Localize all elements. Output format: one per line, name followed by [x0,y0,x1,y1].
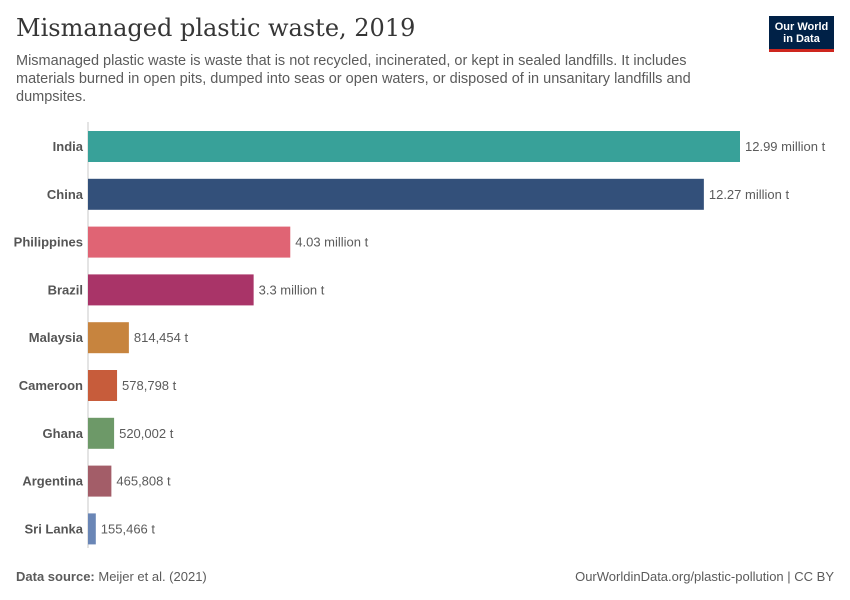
bar-philippines[interactable] [88,226,291,258]
bars-group: India 12.99 million t China 12.27 million t… [14,131,826,545]
logo-line-1: Our World [774,21,829,33]
category-label-cameroon: Cameroon [19,378,83,393]
value-label-india: 12.99 million t [745,139,826,154]
data-source-text: Meijer et al. (2021) [98,569,207,584]
data-source-label: Data source: [16,569,95,584]
value-label-cameroon: 578,798 t [122,378,177,393]
bar-chart: India 12.99 million t China 12.27 million t… [14,122,826,548]
owid-logo[interactable]: Our World in Data [769,16,834,52]
value-label-china: 12.27 million t [709,187,790,202]
value-label-sri-lanka: 155,466 t [101,521,156,536]
source-link[interactable]: OurWorldinData.org/plastic-pollution | C… [575,569,834,584]
bar-argentina[interactable] [88,465,112,497]
bar-brazil[interactable] [88,274,254,306]
category-label-argentina: Argentina [22,474,83,489]
category-label-philippines: Philippines [14,235,83,250]
logo-line-2: in Data [783,33,820,45]
category-label-sri-lanka: Sri Lanka [24,521,83,536]
bar-china[interactable] [88,178,704,210]
bar-sri-lanka[interactable] [88,513,96,545]
category-label-china: China [47,187,84,202]
category-label-india: India [53,139,84,154]
data-source: Data source: Meijer et al. (2021) [16,569,207,584]
bar-india[interactable] [88,131,740,162]
value-label-malaysia: 814,454 t [134,330,189,345]
value-label-brazil: 3.3 million t [259,282,325,297]
bar-ghana[interactable] [88,417,115,449]
bar-malaysia[interactable] [88,322,129,354]
bar-cameroon[interactable] [88,370,118,401]
chart-subtitle: Mismanaged plastic waste is waste that i… [16,53,691,105]
category-label-ghana: Ghana [43,426,84,441]
chart-title: Mismanaged plastic waste, 2019 [16,14,416,42]
category-label-malaysia: Malaysia [29,330,84,345]
category-label-brazil: Brazil [48,282,83,297]
value-label-argentina: 465,808 t [116,474,171,489]
value-label-philippines: 4.03 million t [295,235,368,250]
value-label-ghana: 520,002 t [119,426,174,441]
